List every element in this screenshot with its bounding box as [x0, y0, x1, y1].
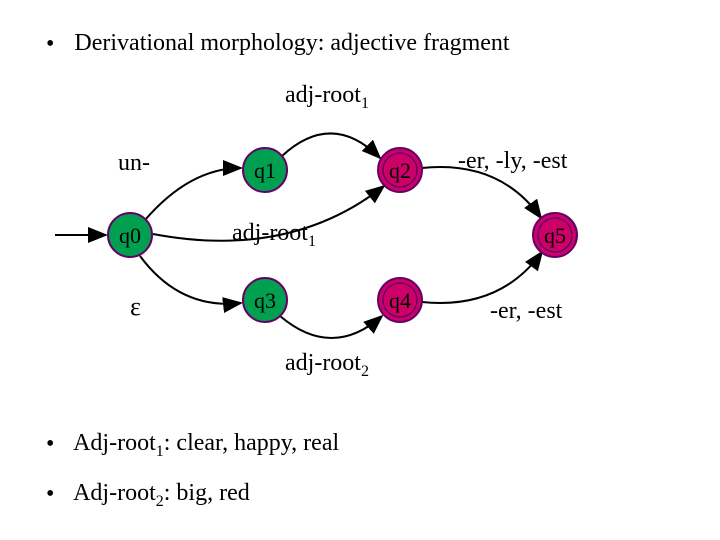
- node-q4-label: q4: [389, 288, 411, 313]
- edge-q3-q4: [280, 316, 382, 338]
- bullet-dot: •: [46, 431, 54, 458]
- node-q0: q0: [108, 213, 152, 257]
- node-q3: q3: [243, 278, 287, 322]
- fsa-diagram: q0 q1 q2 q3 q4 q5: [0, 0, 720, 410]
- bullet-adjroot2-examples: : big, red: [164, 480, 250, 506]
- node-q2: q2: [378, 148, 422, 192]
- node-q5: q5: [533, 213, 577, 257]
- bullet-adjroot2: • Adj-root2: big, red: [46, 480, 250, 511]
- node-q1-label: q1: [254, 158, 276, 183]
- node-q3-label: q3: [254, 288, 276, 313]
- node-q1: q1: [243, 148, 287, 192]
- bullet-adjroot1: • Adj-root1: clear, happy, real: [46, 430, 339, 461]
- bullet-dot: •: [46, 481, 54, 508]
- node-q0-label: q0: [119, 223, 141, 248]
- label-adjroot1-top: adj-root1: [285, 82, 369, 113]
- edge-q1-q2: [282, 133, 380, 158]
- bullet-adjroot2-text: Adj-root: [73, 480, 156, 506]
- node-q2-label: q2: [389, 158, 411, 183]
- bullet-adjroot1-examples: : clear, happy, real: [164, 430, 339, 456]
- edge-q4-q5: [422, 252, 542, 303]
- label-adjroot2-bottom: adj-root2: [285, 350, 369, 381]
- node-q4: q4: [378, 278, 422, 322]
- label-suffixes-top: -er, -ly, -est: [458, 148, 567, 175]
- label-adjroot1-mid: adj-root1: [232, 220, 316, 251]
- label-epsilon: ε: [130, 292, 141, 322]
- edge-q0-q1: [145, 168, 241, 220]
- label-un: un-: [118, 150, 150, 177]
- edge-q0-q3: [140, 256, 241, 304]
- node-q5-label: q5: [544, 223, 566, 248]
- label-suffixes-bottom: -er, -est: [490, 298, 562, 325]
- bullet-adjroot1-text: Adj-root: [73, 430, 156, 456]
